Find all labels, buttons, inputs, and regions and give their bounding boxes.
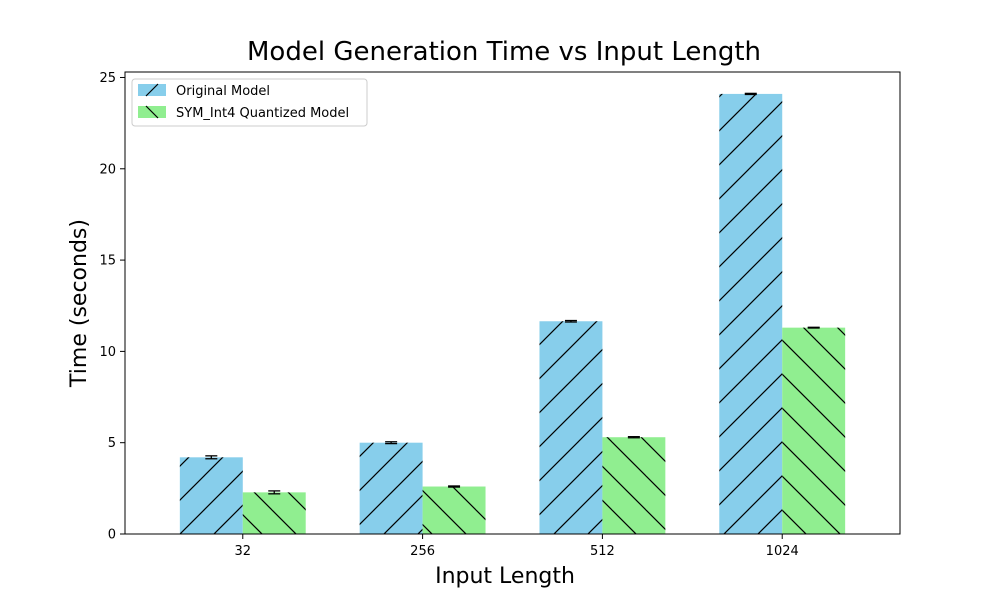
chart-title: Model Generation Time vs Input Length: [247, 37, 761, 67]
x-axis-title: Input Length: [435, 564, 575, 589]
errorbars-layer: [205, 92, 820, 495]
legend: Original Model SYM_Int4 Quantized Model: [131, 78, 368, 127]
errorbar-quantized-256: [448, 485, 461, 488]
errorbar-original-1024: [744, 92, 757, 96]
legend-entry-original: Original Model: [138, 83, 270, 99]
y-tick-label-15: 15: [99, 254, 116, 269]
bar-hatch-quantized-1024: [782, 327, 846, 534]
errorbar-original-32: [205, 455, 218, 460]
legend-entry-quantized: SYM_Int4 Quantized Model: [138, 105, 349, 121]
y-tick-label-20: 20: [99, 162, 116, 177]
legend-label-quantized: SYM_Int4 Quantized Model: [176, 106, 349, 121]
y-tick-label-25: 25: [99, 71, 116, 86]
x-tick-label-32: 32: [235, 544, 252, 559]
errorbar-original-512: [564, 319, 577, 323]
bar-hatch-original-1024: [719, 93, 783, 535]
bars-layer: [179, 93, 846, 535]
y-axis: 0 5 10 15 20 25: [99, 71, 125, 543]
y-tick-label-5: 5: [108, 436, 116, 451]
y-tick-label-10: 10: [99, 345, 116, 360]
errorbar-quantized-512: [627, 436, 640, 439]
legend-hatch-quantized: [145, 105, 159, 119]
legend-hatch-original: [145, 83, 159, 97]
bar-hatch-original-256: [359, 442, 423, 534]
x-tick-label-256: 256: [410, 544, 435, 559]
x-tick-label-1024: 1024: [766, 544, 799, 559]
bar-hatch-quantized-256: [422, 486, 486, 534]
bar-hatch-quantized-32: [242, 492, 306, 534]
x-tick-label-512: 512: [590, 544, 615, 559]
bar-hatch-quantized-512: [602, 437, 666, 534]
errorbar-quantized-32: [268, 490, 281, 495]
x-axis: 32 256 512 1024: [235, 534, 799, 559]
y-axis-title: Time (seconds): [67, 219, 92, 388]
bar-hatch-original-32: [179, 457, 243, 534]
errorbar-quantized-1024: [807, 326, 820, 329]
y-tick-label-0: 0: [108, 528, 116, 543]
errorbar-original-256: [385, 441, 398, 445]
bar-hatch-original-512: [539, 321, 603, 534]
legend-label-original: Original Model: [176, 84, 270, 99]
plot-frame: [124, 71, 901, 535]
legend-frame: [131, 78, 368, 127]
